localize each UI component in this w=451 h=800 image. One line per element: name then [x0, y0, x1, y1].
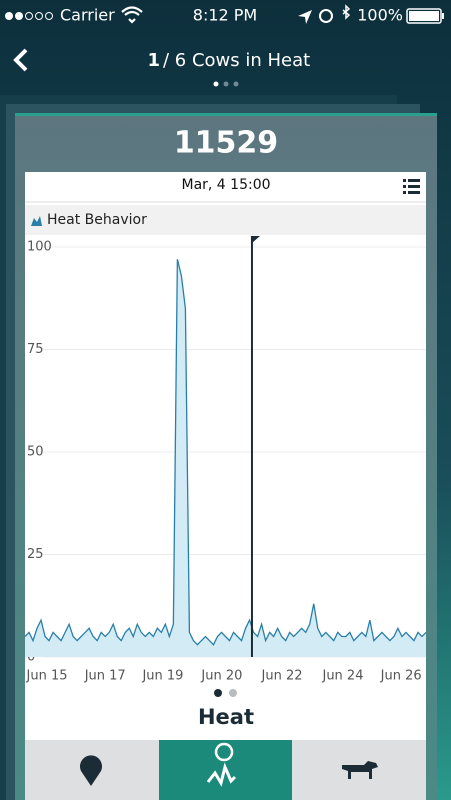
x-tick-label: Jun 17: [84, 669, 126, 684]
bluetooth-icon: [342, 4, 351, 20]
signal: [5, 12, 53, 20]
x-tick-label: Jun 26: [380, 669, 422, 684]
battery-level: 100%: [357, 6, 403, 25]
y-tick-label: 75: [27, 342, 44, 357]
page-index: 1: [147, 50, 160, 71]
chart-page-dot[interactable]: [214, 689, 222, 697]
x-tick-label: Jun 15: [26, 669, 68, 684]
cow-icon: [342, 761, 378, 779]
battery-fill: [409, 11, 439, 21]
legend-band: [25, 205, 426, 235]
battery-icon: [406, 8, 442, 24]
battery-tip: [442, 13, 444, 19]
menu-icon[interactable]: [403, 179, 420, 194]
heat-icon-ring: [214, 742, 234, 762]
back-button[interactable]: [13, 48, 28, 72]
legend-label: Heat Behavior: [47, 212, 147, 228]
cow-id: 11529: [174, 126, 278, 161]
y-tick-label: 50: [27, 445, 44, 460]
card-edge: [15, 113, 437, 116]
legend-icon: [31, 216, 42, 226]
x-tick-label: Jun 24: [321, 669, 363, 684]
heat-icon: [206, 762, 237, 787]
y-tick-label: 100: [27, 240, 52, 255]
clock: 8:12 PM: [193, 6, 257, 25]
line: [24, 259, 427, 646]
x-tick-label: Jun 19: [141, 669, 183, 684]
header-title: / 6 Cows in Heat: [163, 50, 310, 71]
pin-icon: [80, 755, 102, 786]
page-dot: [233, 81, 239, 87]
carrier: Carrier: [60, 6, 115, 25]
page-dot: [223, 81, 229, 87]
chart-title: Heat: [198, 705, 254, 729]
page-dot: [213, 81, 219, 87]
cursor-time: Mar, 4 15:00: [181, 177, 270, 193]
alarm-icon: [319, 9, 333, 23]
x-tick-label: Jun 20: [200, 669, 242, 684]
location-icon: [298, 10, 312, 24]
wifi-icon: [121, 6, 143, 24]
time-cursor-flag: [250, 236, 260, 244]
y-tick-label: 25: [27, 547, 44, 562]
chart-page-dot[interactable]: [229, 689, 237, 697]
x-tick-label: Jun 22: [261, 669, 303, 684]
